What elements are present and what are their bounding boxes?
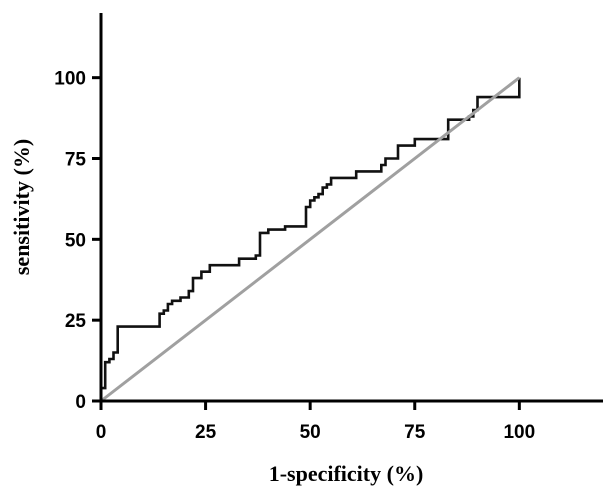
y-tick-label: 0 [75,392,86,413]
x-tick-label: 75 [404,422,426,443]
y-tick-label: 25 [65,311,87,332]
y-tick-label: 50 [65,230,86,251]
y-tick-label: 75 [65,150,87,171]
x-tick-label: 100 [503,422,535,443]
x-ticks: 0 25 50 75 100 [96,401,535,443]
y-tick-label: 100 [54,69,86,90]
x-tick-label: 25 [195,422,217,443]
x-tick-label: 50 [300,422,321,443]
reference-diagonal-line [100,76,521,403]
x-tick-label: 0 [96,422,107,443]
y-axis-title: sensitivity (%) [9,139,34,275]
roc-curve-line [99,77,521,401]
series-layer [99,76,521,403]
y-ticks: 0 25 50 75 100 [54,69,101,413]
x-axis-title: 1-specificity (%) [269,461,424,486]
